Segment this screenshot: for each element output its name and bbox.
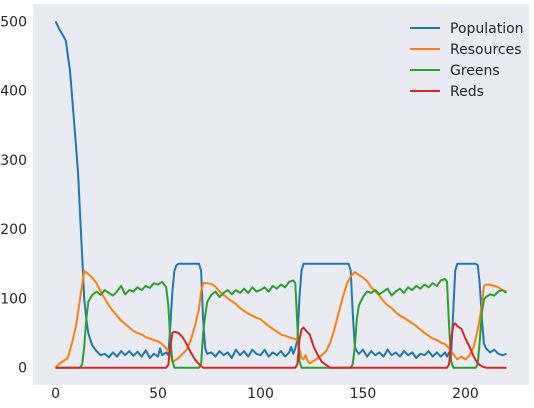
y-tick-label: 100: [0, 291, 27, 307]
series-line-greens: [55, 278, 508, 369]
x-tick-label: 100: [247, 386, 274, 402]
series-line-population: [54, 20, 507, 359]
series-line-resources: [54, 269, 507, 369]
y-tick-label: 500: [0, 14, 27, 30]
series-lines: [54, 20, 508, 369]
legend-label: Population: [450, 21, 524, 37]
y-tick-label: 300: [0, 153, 27, 169]
plot-background: [33, 4, 529, 385]
legend-label: Reds: [450, 84, 484, 100]
legend-label: Greens: [450, 63, 500, 79]
legend-label: Resources: [450, 42, 522, 58]
legend: Population Resources Greens Reds: [410, 21, 524, 100]
x-tick-label: 150: [350, 386, 377, 402]
y-tick-label: 0: [18, 361, 27, 377]
x-tick-label: 50: [149, 386, 167, 402]
x-tick-label: 0: [51, 386, 60, 402]
y-tick-label: 400: [0, 84, 27, 100]
series-line-reds: [55, 322, 507, 369]
axis-ticks: 0 100 200 300 400 500 0 50 100 150 200: [0, 14, 479, 402]
x-tick-label: 200: [452, 386, 479, 402]
y-tick-label: 200: [0, 222, 27, 238]
